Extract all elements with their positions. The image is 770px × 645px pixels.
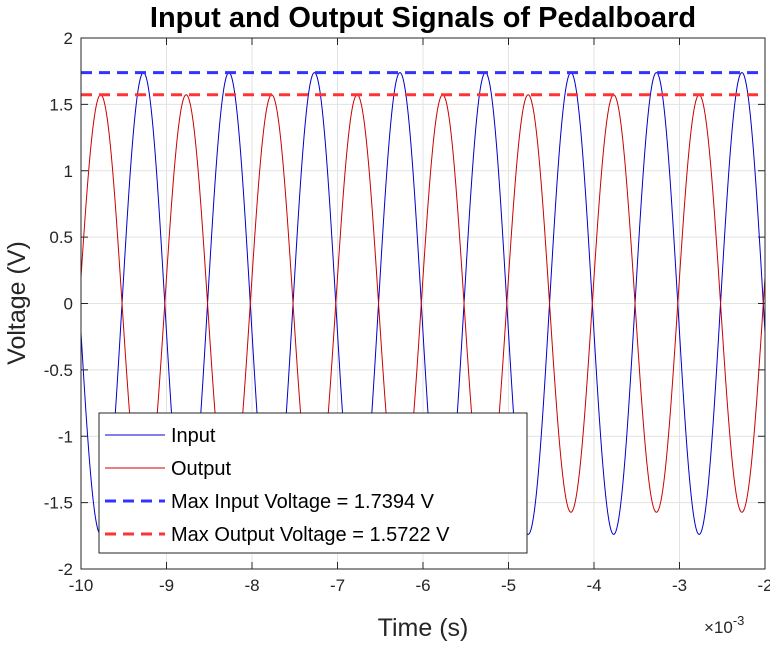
x-tick-label: -7 xyxy=(330,576,345,595)
x-axis-multiplier-exponent: -3 xyxy=(733,613,745,628)
y-tick-label: 0 xyxy=(64,295,73,314)
x-tick-label: -4 xyxy=(586,576,601,595)
x-tick-label: -5 xyxy=(501,576,516,595)
x-tick-label: -6 xyxy=(415,576,430,595)
chart-title: Input and Output Signals of Pedalboard xyxy=(150,2,696,34)
legend-label: Input xyxy=(171,425,216,447)
y-tick-label: -1.5 xyxy=(44,494,73,513)
series-output xyxy=(81,94,765,513)
x-tick-label: -9 xyxy=(159,576,174,595)
legend-box xyxy=(98,412,528,554)
x-axis-multiplier-base: ×10 xyxy=(704,618,733,637)
y-tick-label: 1.5 xyxy=(49,95,73,114)
y-tick-label: -1 xyxy=(58,427,73,446)
x-tick-label: -3 xyxy=(672,576,687,595)
y-tick-label: 0.5 xyxy=(49,228,73,247)
x-axis-multiplier: ×10-3 xyxy=(704,613,744,637)
x-tick-label: -2 xyxy=(757,576,770,595)
y-axis-label: Voltage (V) xyxy=(3,241,31,365)
y-tick-label: -0.5 xyxy=(44,361,73,380)
y-tick-label: -2 xyxy=(58,560,73,579)
x-tick-label: -8 xyxy=(244,576,259,595)
y-tick-label: 1 xyxy=(64,162,73,181)
y-tick-label: 2 xyxy=(64,29,73,48)
x-tick-label: -10 xyxy=(69,576,94,595)
legend: Input Output Max Input Voltage = 1.7394 V M… xyxy=(98,412,528,554)
x-axis-label: Time (s) xyxy=(378,614,469,642)
legend-label: Max Input Voltage = 1.7394 V xyxy=(171,491,435,513)
ticks: -10 -9 -8 -7 -6 -5 -4 -3 -2 -2 -1.5 -1 -0.5 0 0.5 1 1.5 2 xyxy=(44,29,770,595)
legend-label: Max Output Voltage = 1.5722 V xyxy=(171,524,450,546)
legend-label: Output xyxy=(171,458,231,480)
